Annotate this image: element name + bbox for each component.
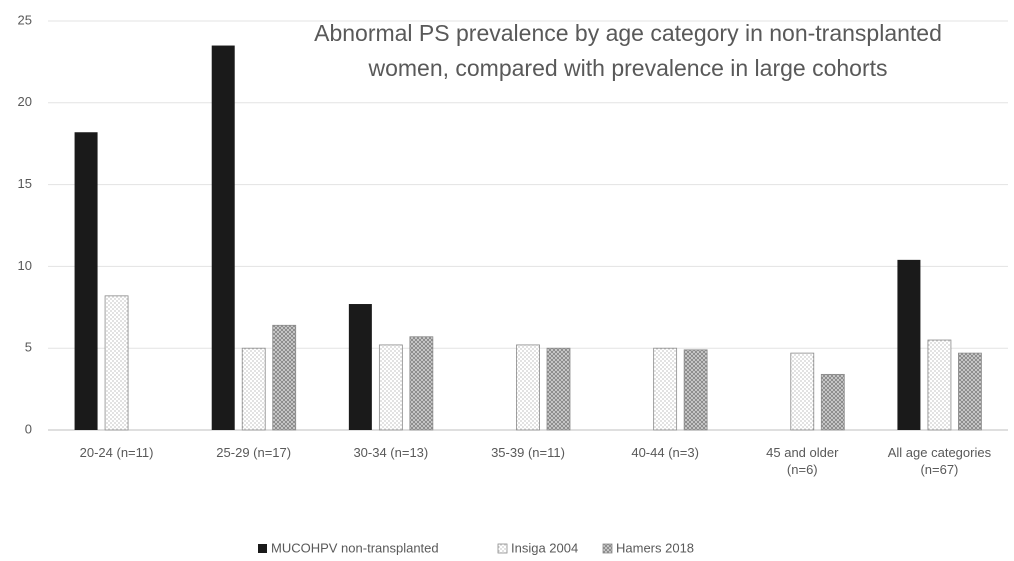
legend-swatch	[497, 543, 508, 554]
bar	[272, 324, 297, 431]
bar	[546, 347, 571, 431]
x-tick-label: 45 and older (n=6)	[766, 445, 839, 477]
x-tick-label: 25-29 (n=17)	[216, 445, 292, 460]
bar	[211, 45, 235, 430]
y-tick-label: 0	[25, 421, 32, 436]
legend-label: Hamers 2018	[616, 540, 694, 555]
x-tick-label: 35-39 (n=11)	[491, 445, 565, 460]
bar	[958, 352, 982, 431]
legend-swatch	[602, 543, 613, 554]
bar	[683, 349, 708, 431]
y-tick-label: 20	[18, 94, 32, 109]
bar	[409, 336, 434, 431]
chart-title: Abnormal PS prevalence by age category i…	[314, 20, 942, 81]
legend-label: Insiga 2004	[511, 540, 578, 555]
bar	[348, 304, 372, 430]
bar	[927, 339, 952, 431]
bar	[516, 344, 540, 431]
x-tick-label: 40-44 (n=3)	[631, 445, 699, 460]
bar	[378, 344, 403, 431]
y-tick-label: 10	[18, 258, 32, 273]
legend-swatch	[258, 544, 267, 553]
x-tick-label: 30-34 (n=13)	[353, 445, 429, 460]
y-tick-label: 5	[25, 340, 32, 355]
bar	[74, 132, 98, 431]
bar	[820, 373, 845, 431]
bar	[241, 347, 266, 431]
y-tick-label: 15	[18, 176, 32, 191]
bar	[897, 259, 921, 430]
bar	[653, 347, 678, 431]
x-tick-label: 20-24 (n=11)	[79, 445, 154, 460]
y-tick-label: 25	[18, 12, 32, 27]
bar	[790, 352, 815, 431]
x-tick-label: All age categories (n=67)	[887, 445, 992, 477]
legend-label: MUCOHPV non-transplanted	[271, 540, 439, 555]
bar	[104, 295, 129, 431]
